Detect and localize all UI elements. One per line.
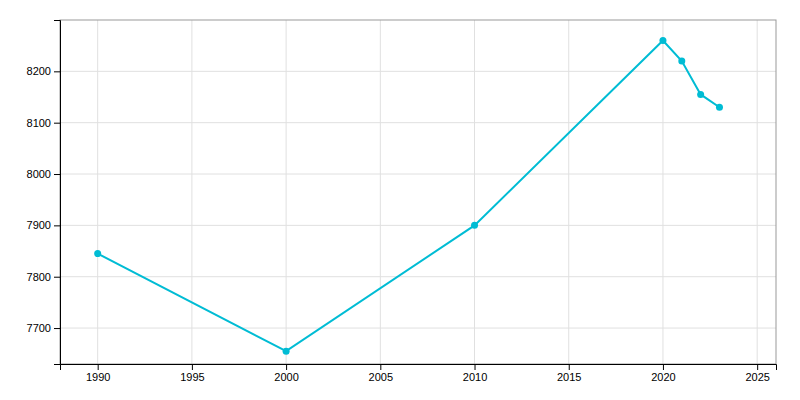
data-marks xyxy=(94,37,723,355)
tick-mark xyxy=(663,364,664,370)
chart: 1990 1995 2000 2005 2010 2015 2020 2025 7700 7800… xyxy=(0,0,800,400)
tick: 8100 xyxy=(27,117,60,129)
grid-line xyxy=(60,71,776,72)
point xyxy=(659,37,666,44)
tick: 2005 xyxy=(369,364,393,383)
grid-line xyxy=(60,328,776,329)
tick-mark xyxy=(98,364,99,370)
point xyxy=(678,58,685,65)
tick: 7800 xyxy=(27,271,60,283)
tick: 2000 xyxy=(274,364,298,383)
tick: 8000 xyxy=(27,168,60,180)
point xyxy=(471,222,478,229)
tick: 2020 xyxy=(651,364,675,383)
point xyxy=(94,250,101,257)
tick-mark xyxy=(54,174,60,175)
point xyxy=(283,348,290,355)
grid-line xyxy=(60,122,776,123)
tick-label: 7900 xyxy=(27,219,51,231)
tick-mark xyxy=(569,364,570,370)
point xyxy=(716,104,723,111)
tick-label: 2000 xyxy=(274,371,298,383)
tick: 2015 xyxy=(557,364,581,383)
tick-label: 1995 xyxy=(180,371,204,383)
tick-mark xyxy=(286,364,287,370)
tick-mark xyxy=(380,364,381,370)
grid-line xyxy=(60,225,776,226)
axis-domain xyxy=(54,21,61,365)
x-axis: 1990 1995 2000 2005 2010 2015 2020 2025 xyxy=(61,364,777,383)
plot: 1990 1995 2000 2005 2010 2015 2020 2025 7700 7800… xyxy=(27,20,777,383)
line xyxy=(98,41,720,352)
tick: 7700 xyxy=(27,322,60,334)
tick-mark xyxy=(192,364,193,370)
tick: 7900 xyxy=(27,219,60,231)
tick: 2010 xyxy=(463,364,487,383)
tick-label: 2005 xyxy=(369,371,393,383)
plot-frame xyxy=(60,20,776,364)
tick-label: 8000 xyxy=(27,168,51,180)
tick: 1990 xyxy=(86,364,110,383)
grid xyxy=(60,20,776,364)
tick-label: 1990 xyxy=(86,371,110,383)
tick: 1995 xyxy=(180,364,204,383)
axis-domain xyxy=(61,365,777,371)
y-axis: 7700 7800 7900 8000 8100 8200 xyxy=(27,21,61,365)
grid-line xyxy=(60,174,776,175)
tick-label: 7700 xyxy=(27,322,51,334)
point xyxy=(697,91,704,98)
tick-label: 8200 xyxy=(27,65,51,77)
tick-mark xyxy=(757,364,758,370)
tick-mark xyxy=(54,328,60,329)
tick-label: 8100 xyxy=(27,117,51,129)
tick-mark xyxy=(54,71,60,72)
tick-mark xyxy=(475,364,476,370)
tick-label: 2015 xyxy=(557,371,581,383)
tick-label: 2010 xyxy=(463,371,487,383)
grid-line xyxy=(60,276,776,277)
tick-mark xyxy=(54,225,60,226)
tick-mark xyxy=(54,123,60,124)
tick-label: 7800 xyxy=(27,271,51,283)
tick: 2025 xyxy=(745,364,769,383)
tick-label: 2025 xyxy=(745,371,769,383)
tick-mark xyxy=(54,277,60,278)
tick: 8200 xyxy=(27,65,60,77)
tick-label: 2020 xyxy=(651,371,675,383)
